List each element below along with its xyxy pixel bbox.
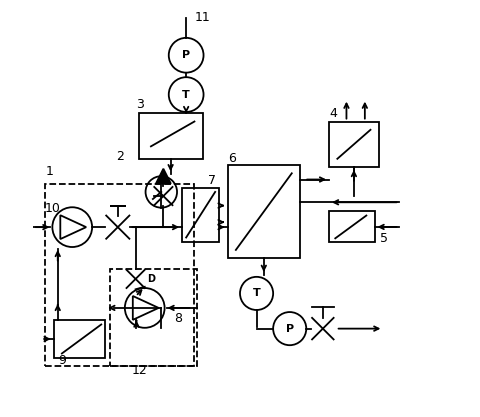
Text: 9: 9 xyxy=(59,354,66,367)
Text: D: D xyxy=(147,274,155,284)
Text: 10: 10 xyxy=(45,202,60,215)
Text: T: T xyxy=(182,90,190,100)
Text: 8: 8 xyxy=(174,312,182,325)
Bar xyxy=(329,121,379,167)
Text: 1: 1 xyxy=(45,165,53,178)
Text: 11: 11 xyxy=(194,10,210,24)
Bar xyxy=(54,320,106,358)
Bar xyxy=(109,269,196,366)
Text: 3: 3 xyxy=(136,98,144,111)
Bar xyxy=(182,188,219,241)
Text: 12: 12 xyxy=(132,364,147,377)
Text: T: T xyxy=(252,289,261,299)
Text: 5: 5 xyxy=(380,232,387,245)
Text: 6: 6 xyxy=(228,152,236,165)
Bar xyxy=(139,113,203,159)
Text: P: P xyxy=(182,50,190,60)
Bar xyxy=(329,211,374,242)
Text: P: P xyxy=(286,324,294,334)
Text: 7: 7 xyxy=(208,174,216,187)
Polygon shape xyxy=(156,169,171,183)
Text: 4: 4 xyxy=(329,107,337,120)
Text: 2: 2 xyxy=(116,150,124,163)
Bar xyxy=(45,183,194,366)
Bar xyxy=(228,165,300,258)
